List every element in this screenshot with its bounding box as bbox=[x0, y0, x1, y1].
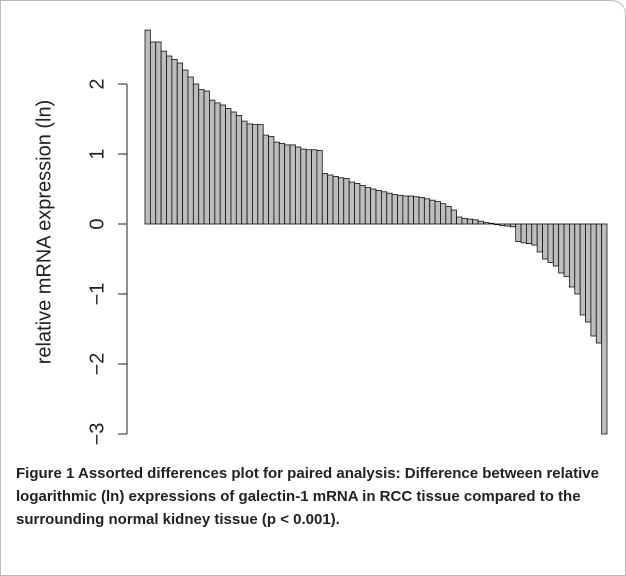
bar bbox=[176, 62, 184, 225]
caption-label: Figure 1 bbox=[16, 465, 75, 482]
bar bbox=[182, 69, 189, 225]
bar bbox=[440, 203, 447, 225]
y-tick-label: 0 bbox=[86, 218, 108, 229]
bar bbox=[370, 188, 377, 225]
bar bbox=[423, 198, 431, 225]
bar bbox=[246, 123, 253, 225]
bar bbox=[509, 223, 517, 228]
bar bbox=[526, 223, 533, 245]
bar bbox=[187, 76, 194, 225]
caption: Figure 1 Assorted differences plot for p… bbox=[16, 462, 606, 531]
bar bbox=[380, 191, 388, 225]
bar bbox=[407, 195, 415, 225]
bar bbox=[225, 108, 232, 225]
bar bbox=[230, 111, 237, 225]
bar bbox=[327, 174, 334, 225]
bar bbox=[429, 199, 436, 225]
bar bbox=[434, 201, 441, 225]
bar bbox=[590, 223, 597, 337]
bar bbox=[203, 90, 210, 225]
y-tick-label: −2 bbox=[86, 353, 108, 376]
bar bbox=[595, 223, 603, 344]
bar bbox=[337, 177, 345, 225]
bar bbox=[542, 223, 549, 260]
bar bbox=[257, 124, 264, 225]
bar bbox=[278, 143, 286, 225]
caption-text: Assorted differences plot for paired ana… bbox=[16, 465, 599, 528]
bar bbox=[268, 136, 275, 225]
bar bbox=[252, 124, 259, 225]
bar bbox=[563, 223, 570, 277]
bar bbox=[375, 189, 382, 225]
y-tick-label: −1 bbox=[86, 283, 108, 306]
bar bbox=[348, 181, 355, 225]
bar bbox=[536, 223, 543, 253]
bar bbox=[499, 223, 506, 226]
bar bbox=[219, 104, 226, 225]
bar bbox=[493, 223, 500, 226]
y-tick-label: 1 bbox=[86, 148, 108, 159]
bar bbox=[235, 115, 243, 225]
y-tick-label: −3 bbox=[86, 423, 108, 446]
bar bbox=[354, 182, 361, 225]
bar bbox=[547, 223, 554, 263]
bar bbox=[241, 120, 248, 225]
bar bbox=[300, 148, 307, 225]
bar bbox=[295, 146, 302, 225]
bar bbox=[155, 41, 162, 225]
bar bbox=[305, 149, 312, 225]
bar bbox=[160, 50, 167, 225]
bar bbox=[289, 144, 296, 225]
bar bbox=[520, 223, 527, 244]
bar bbox=[579, 223, 586, 316]
bar bbox=[466, 218, 474, 225]
bar bbox=[413, 196, 420, 225]
bar bbox=[568, 223, 576, 288]
bar bbox=[488, 222, 495, 225]
bar bbox=[364, 187, 372, 225]
bar bbox=[558, 223, 565, 274]
y-axis-label: relative mRNA expression (ln) bbox=[33, 100, 55, 365]
bar bbox=[343, 178, 350, 225]
bar bbox=[418, 196, 425, 225]
bar bbox=[149, 41, 157, 225]
bar bbox=[316, 150, 323, 225]
bar bbox=[192, 83, 200, 225]
bar bbox=[397, 194, 404, 225]
bar bbox=[461, 217, 468, 225]
bar bbox=[166, 55, 173, 225]
bar bbox=[171, 59, 178, 225]
bar bbox=[359, 185, 366, 225]
bar bbox=[585, 223, 592, 323]
y-tick-label: 2 bbox=[86, 78, 108, 89]
bar bbox=[209, 99, 216, 225]
bar bbox=[472, 219, 479, 225]
bar bbox=[311, 149, 318, 225]
bar bbox=[332, 175, 339, 225]
bar bbox=[515, 223, 522, 242]
bar bbox=[574, 223, 581, 295]
bar bbox=[144, 29, 151, 225]
bar bbox=[391, 194, 398, 225]
bar bbox=[321, 173, 329, 225]
bar bbox=[445, 206, 452, 225]
bar bbox=[601, 223, 608, 435]
chart: relative mRNA expression (ln) −3 −2 −1 0 1 2 bbox=[33, 29, 608, 446]
bar bbox=[273, 141, 280, 225]
bar bbox=[477, 220, 484, 225]
bar bbox=[214, 102, 221, 225]
bar bbox=[456, 216, 463, 225]
bar bbox=[198, 89, 205, 225]
bar bbox=[402, 195, 409, 225]
bar bbox=[284, 144, 291, 225]
bar bbox=[504, 223, 511, 227]
bar bbox=[483, 222, 490, 225]
bar bbox=[531, 223, 538, 246]
bar bbox=[262, 134, 269, 225]
bar bbox=[450, 209, 457, 225]
bar bbox=[386, 192, 393, 225]
bar bbox=[552, 223, 560, 267]
